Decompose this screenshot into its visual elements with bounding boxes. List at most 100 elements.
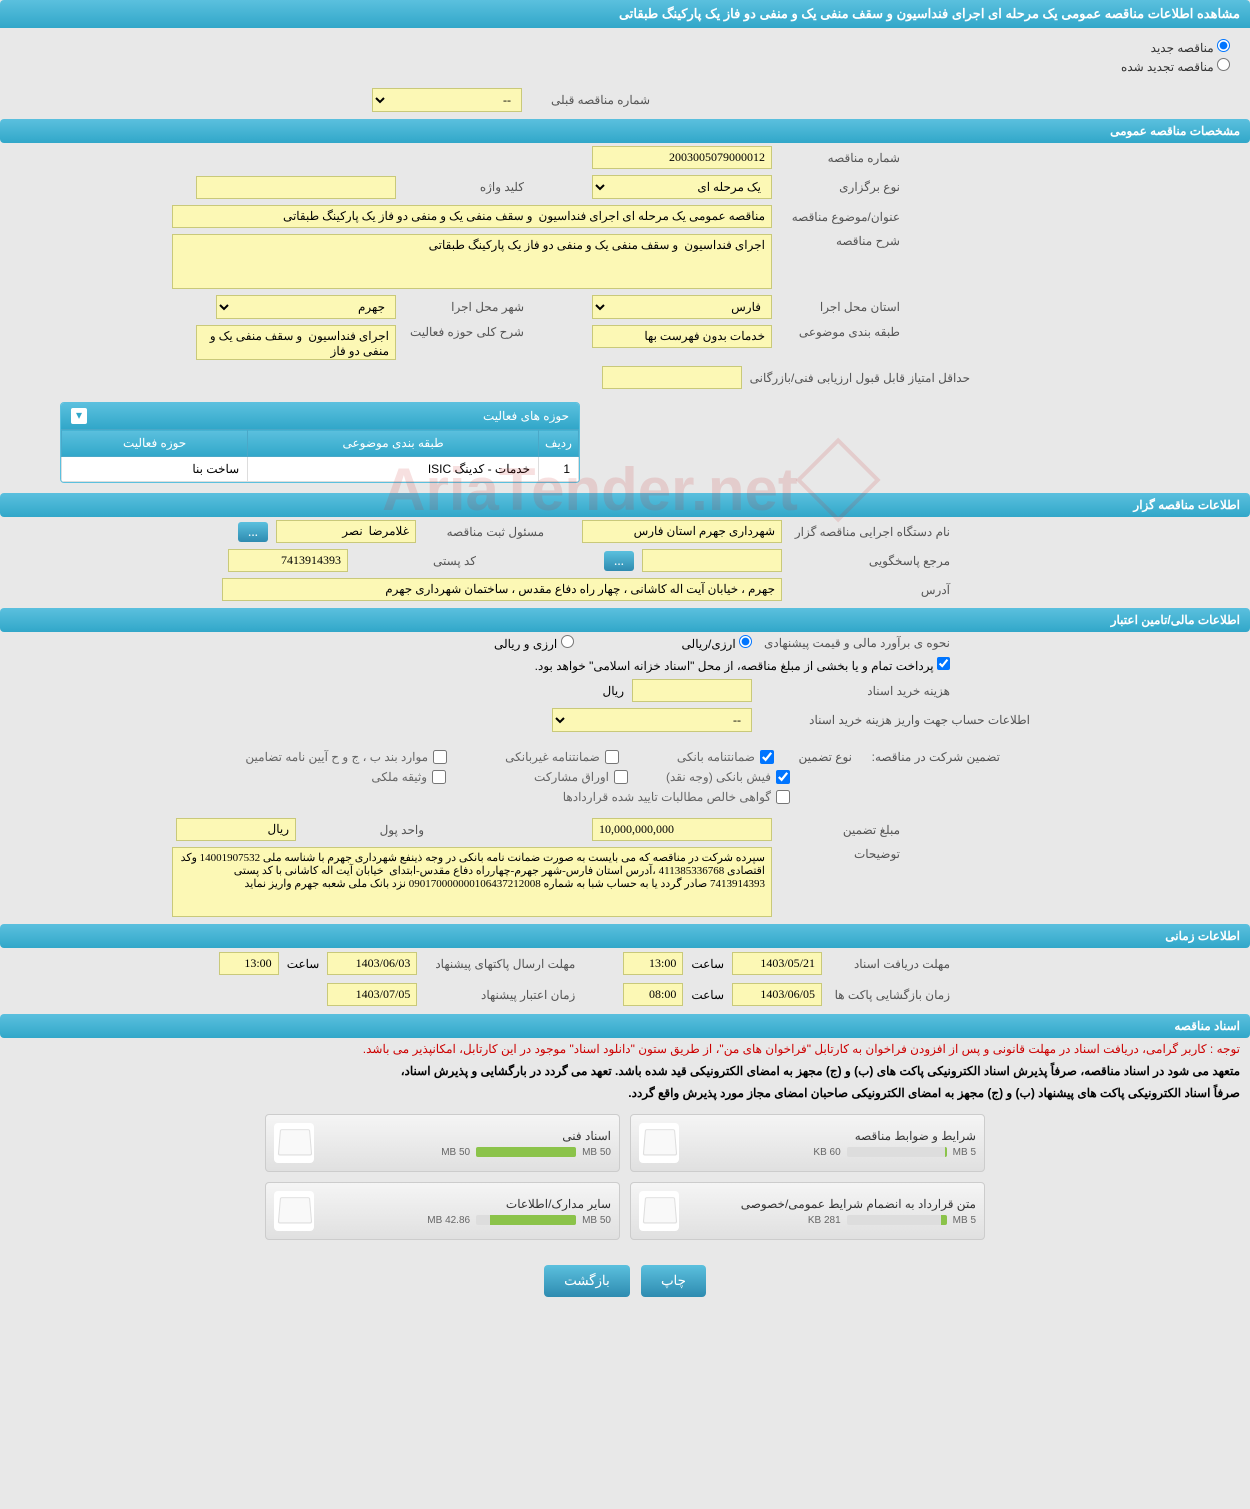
city-select[interactable]: جهرم (216, 295, 396, 319)
keyword-input[interactable] (196, 176, 396, 199)
folder-icon (274, 1123, 314, 1163)
opening-time-time[interactable] (623, 983, 683, 1006)
doc-cost-unit: ریال (602, 684, 624, 698)
radio-new-label: مناقصه جدید (1151, 41, 1214, 55)
description-textarea[interactable]: اجرای فنداسیون و سقف منفی یک و منفی دو ف… (172, 234, 772, 289)
doc-used: 50 MB (441, 1147, 470, 1158)
currency-unit-input[interactable] (176, 818, 296, 841)
doc-total: 50 MB (582, 1147, 611, 1158)
docs-grid: شرایط و ضوابط مناقصه 5 MB 60 KB اسناد فن… (265, 1114, 985, 1240)
organizer-input[interactable] (582, 520, 782, 543)
city-label: شهر محل اجرا (404, 300, 524, 314)
chk-nonbank-guarantee[interactable]: ضمانتنامه غیربانکی (505, 750, 619, 764)
table-row: 1 خدمات - کدینگ ISIC ساخت بنا (62, 457, 579, 482)
subject-label: عنوان/موضوع مناقصه (780, 210, 900, 224)
receive-time-label: ساعت (691, 957, 724, 971)
collapse-icon[interactable]: ▾ (71, 408, 87, 424)
chk-participation-bonds[interactable]: اوراق مشارکت (534, 770, 628, 784)
send-deadline-label: مهلت ارسال پاکتهای پیشنهاد (425, 957, 575, 971)
receive-deadline-label: مهلت دریافت اسناد (830, 957, 950, 971)
tender-number-input[interactable] (592, 146, 772, 169)
description-label: شرح مناقصه (780, 234, 900, 248)
explanations-label: توضیحات (780, 847, 900, 861)
pricing-radio-1[interactable]: ارزی/ریالی (682, 635, 752, 651)
tender-number-label: شماره مناقصه (780, 151, 900, 165)
opening-time-date[interactable] (732, 983, 822, 1006)
activity-desc-textarea[interactable]: اجرای فنداسیون و سقف منفی یک و منفی دو ف… (196, 325, 396, 360)
pricing-method-label: نحوه ی برآورد مالی و قیمت پیشنهادی (760, 636, 950, 650)
page-title: مشاهده اطلاعات مناقصه عمومی یک مرحله ای … (0, 0, 1250, 28)
min-score-input[interactable] (602, 366, 742, 389)
doc-card[interactable]: متن قرارداد به انضمام شرایط عمومی/خصوصی … (630, 1182, 985, 1240)
min-score-label: حداقل امتیاز قابل قبول ارزیابی فنی/بازرگ… (750, 371, 970, 385)
account-info-label: اطلاعات حساب جهت واریز هزینه خرید اسناد (760, 713, 1030, 727)
prev-tender-label: شماره مناقصه قبلی (530, 93, 650, 107)
payment-note-text: پرداخت تمام و یا بخشی از مبلغ مناقصه، از… (535, 659, 934, 673)
province-select[interactable]: فارس (592, 295, 772, 319)
folder-icon (639, 1191, 679, 1231)
chk-bank-receipt[interactable]: فیش بانکی (وجه نقد) (666, 770, 790, 784)
payment-note-checkbox[interactable]: پرداخت تمام و یا بخشی از مبلغ مناقصه، از… (535, 657, 950, 673)
receive-deadline-time[interactable] (623, 952, 683, 975)
doc-title: شرایط و ضوابط مناقصه (689, 1129, 976, 1143)
col-category: طبقه بندی موضوعی (248, 430, 539, 457)
category-label: طبقه بندی موضوعی (780, 325, 900, 339)
keyword-label: کلید واژه (404, 180, 524, 194)
explanations-textarea[interactable]: سپرده شرکت در مناقصه که می بایست به صورت… (172, 847, 772, 917)
opening-time-hlabel: ساعت (691, 988, 724, 1002)
doc-cost-input[interactable] (632, 679, 752, 702)
chk-items-bpj[interactable]: موارد بند ب ، ج و ح آیین نامه تضامین (245, 750, 447, 764)
back-button[interactable]: بازگشت (544, 1265, 630, 1297)
opening-time-label: زمان بازگشایی پاکت ها (830, 988, 950, 1002)
doc-total: 5 MB (953, 1215, 976, 1226)
col-row: ردیف (539, 430, 579, 457)
holding-type-select[interactable]: یک مرحله ای (592, 175, 772, 199)
address-input[interactable] (222, 578, 782, 601)
doc-card[interactable]: اسناد فنی 50 MB 50 MB (265, 1114, 620, 1172)
doc-card[interactable]: سایر مدارک/اطلاعات 50 MB 42.86 MB (265, 1182, 620, 1240)
send-deadline-date[interactable] (327, 952, 417, 975)
print-button[interactable]: چاپ (641, 1265, 706, 1297)
register-resp-input[interactable] (276, 520, 416, 543)
guarantee-amount-input[interactable] (592, 818, 772, 841)
notice-red: توجه : کاربر گرامی، دریافت اسناد در مهلت… (0, 1038, 1250, 1060)
currency-unit-label: واحد پول (304, 823, 424, 837)
send-deadline-time[interactable] (219, 952, 279, 975)
cell-field: ساخت بنا (62, 457, 248, 482)
chk-net-receivables[interactable]: گواهی خالص مطالبات تایید شده قراردادها (563, 790, 790, 804)
subject-input[interactable] (172, 205, 772, 228)
cell-idx: 1 (539, 457, 579, 482)
doc-card[interactable]: شرایط و ضوابط مناقصه 5 MB 60 KB (630, 1114, 985, 1172)
folder-icon (639, 1123, 679, 1163)
tender-type-radio-group: مناقصه جدید مناقصه تجدید شده (0, 28, 1250, 85)
prev-tender-select[interactable]: -- (372, 88, 522, 112)
section-tender-docs: اسناد مناقصه (0, 1014, 1250, 1038)
notice-bold-2: صرفاً اسناد الکترونیکی پاکت های پیشنهاد … (0, 1082, 1250, 1104)
chk-property-deed[interactable]: وثیقه ملکی (371, 770, 446, 784)
radio-new-tender[interactable]: مناقصه جدید (20, 39, 1230, 55)
doc-title: اسناد فنی (324, 1129, 611, 1143)
receive-deadline-date[interactable] (732, 952, 822, 975)
postal-code-input[interactable] (228, 549, 348, 572)
pricing-radio-2[interactable]: ارزی و ریالی (494, 635, 574, 651)
postal-code-label: کد پستی (356, 554, 476, 568)
folder-icon (274, 1191, 314, 1231)
holding-type-label: نوع برگزاری (780, 180, 900, 194)
doc-used: 60 KB (813, 1147, 840, 1158)
activity-header-title: حوزه های فعالیت (483, 409, 569, 423)
radio-renewed-tender[interactable]: مناقصه تجدید شده (20, 58, 1230, 74)
contact-input[interactable] (642, 549, 782, 572)
more-button[interactable]: ... (238, 522, 268, 542)
section-financial-info: اطلاعات مالی/تامین اعتبار (0, 608, 1250, 632)
account-info-select[interactable]: -- (552, 708, 752, 732)
validity-time-date[interactable] (327, 983, 417, 1006)
category-input[interactable] (592, 325, 772, 348)
organizer-label: نام دستگاه اجرایی مناقصه گزار (790, 525, 950, 539)
notice-bold-1: متعهد می شود در اسناد مناقصه، صرفاً پذیر… (0, 1060, 1250, 1082)
chk-bank-guarantee[interactable]: ضمانتنامه بانکی (677, 750, 774, 764)
contact-more-button[interactable]: ... (604, 551, 634, 571)
doc-cost-label: هزینه خرید اسناد (760, 684, 950, 698)
guarantee-type-label: نوع تضمین (782, 750, 852, 764)
activity-desc-label: شرح کلی حوزه فعالیت (404, 325, 524, 339)
doc-total: 50 MB (582, 1215, 611, 1226)
